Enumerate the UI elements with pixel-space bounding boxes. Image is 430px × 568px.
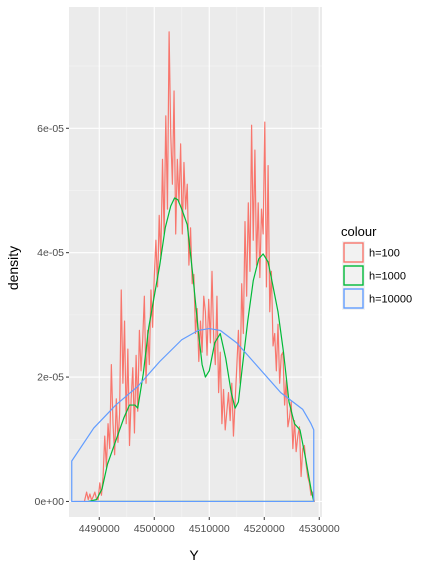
series-lines: [71, 31, 315, 503]
x-axis-ticks: 4490000 4500000 4510000 4520000 4530000: [79, 517, 340, 535]
x-tick-label: 4510000: [189, 523, 230, 535]
x-tick-label: 4490000: [79, 523, 120, 535]
series-line-h-1000: [87, 197, 315, 503]
x-axis-title: Y: [189, 547, 199, 563]
y-tick-label: 0e+00: [35, 496, 65, 508]
y-axis-title: density: [5, 246, 21, 290]
legend-key-h-10000: [343, 288, 364, 309]
legend-label: h=100: [369, 248, 400, 260]
legend-title: colour: [341, 224, 377, 239]
plot-panel: [69, 7, 322, 517]
series-line-h-10000: [71, 327, 315, 503]
legend-label: h=10000: [369, 294, 412, 306]
x-tick-label: 4500000: [134, 523, 175, 535]
legend-label: h=1000: [369, 271, 406, 283]
x-tick-label: 4520000: [244, 523, 285, 535]
legend-key-background: [342, 241, 365, 264]
legend: colour h=100 h=1000 h=10000: [341, 224, 412, 310]
legend-key-h-100: [343, 242, 364, 263]
y-tick-label: 6e-05: [37, 123, 64, 135]
x-tick-label: 4530000: [299, 523, 340, 535]
y-axis-ticks: 0e+00 2e-05 4e-05 6e-05: [35, 123, 69, 508]
legend-key-background: [342, 287, 365, 310]
legend-key-h-1000: [343, 265, 364, 286]
y-tick-label: 4e-05: [37, 247, 64, 259]
y-tick-label: 2e-05: [37, 372, 64, 384]
legend-key-background: [342, 264, 365, 287]
